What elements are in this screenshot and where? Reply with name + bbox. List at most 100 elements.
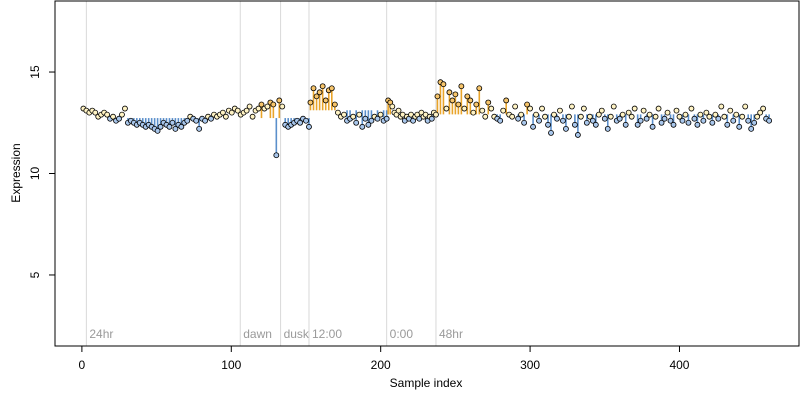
data-point-204 bbox=[664, 109, 671, 116]
data-point-143 bbox=[482, 113, 489, 120]
data-point-234 bbox=[754, 113, 761, 120]
data-point-159 bbox=[530, 123, 536, 130]
data-point-33 bbox=[178, 123, 185, 130]
data-point-195 bbox=[637, 117, 644, 124]
y-tick-label-0: 5 bbox=[28, 271, 42, 278]
data-point-156 bbox=[521, 119, 528, 126]
data-point-50 bbox=[228, 109, 235, 116]
data-point-222 bbox=[718, 103, 725, 110]
data-point-160 bbox=[533, 111, 539, 118]
data-point-225 bbox=[727, 107, 734, 114]
data-point-155 bbox=[518, 111, 525, 118]
data-point-177 bbox=[583, 119, 590, 126]
data-point-64 bbox=[270, 101, 277, 108]
data-point-4 bbox=[92, 109, 99, 116]
y-tick-label-2: 15 bbox=[28, 65, 42, 79]
data-point-158 bbox=[527, 105, 533, 112]
data-point-137 bbox=[464, 93, 471, 100]
y-tick-label-1: 10 bbox=[28, 167, 42, 181]
data-point-231 bbox=[745, 117, 752, 124]
data-point-108 bbox=[395, 107, 402, 114]
data-point-233 bbox=[751, 119, 758, 126]
data-point-153 bbox=[512, 103, 519, 110]
data-point-82 bbox=[322, 97, 329, 104]
data-point-212 bbox=[688, 105, 695, 112]
data-point-12 bbox=[116, 115, 122, 122]
data-point-217 bbox=[703, 109, 710, 116]
data-point-30 bbox=[169, 119, 176, 126]
data-point-235 bbox=[757, 109, 764, 116]
data-point-230 bbox=[742, 103, 749, 110]
data-point-185 bbox=[607, 113, 614, 120]
data-point-194 bbox=[634, 121, 641, 128]
data-point-47 bbox=[219, 109, 226, 116]
data-point-86 bbox=[334, 109, 341, 116]
data-point-169 bbox=[560, 117, 566, 124]
data-point-133 bbox=[452, 91, 459, 98]
data-point-149 bbox=[500, 107, 507, 114]
data-point-77 bbox=[307, 99, 314, 106]
data-point-238 bbox=[766, 117, 773, 124]
data-point-168 bbox=[557, 107, 563, 114]
data-point-226 bbox=[730, 117, 737, 124]
data-point-134 bbox=[455, 101, 462, 108]
data-point-132 bbox=[449, 97, 456, 104]
data-point-73 bbox=[297, 119, 303, 126]
data-point-84 bbox=[328, 85, 335, 92]
data-point-167 bbox=[554, 115, 560, 122]
data-point-198 bbox=[646, 111, 653, 118]
data-point-202 bbox=[658, 119, 665, 126]
data-point-152 bbox=[509, 113, 516, 120]
data-point-96 bbox=[365, 121, 372, 128]
data-point-75 bbox=[303, 117, 309, 124]
data-point-221 bbox=[715, 115, 722, 122]
event-label-4: 0:00 bbox=[390, 327, 414, 341]
data-point-179 bbox=[589, 117, 596, 124]
event-label-5: 48hr bbox=[439, 327, 463, 341]
data-point-174 bbox=[574, 132, 581, 138]
data-point-94 bbox=[359, 123, 366, 130]
data-point-80 bbox=[316, 89, 323, 96]
data-point-166 bbox=[551, 111, 557, 118]
data-point-207 bbox=[673, 107, 680, 114]
x-tick-label-1: 100 bbox=[221, 358, 241, 372]
data-point-173 bbox=[572, 121, 578, 128]
data-point-178 bbox=[586, 113, 593, 120]
data-point-203 bbox=[661, 115, 668, 122]
data-point-8 bbox=[104, 111, 111, 118]
data-point-95 bbox=[362, 115, 369, 122]
data-point-105 bbox=[389, 103, 396, 110]
data-point-224 bbox=[724, 121, 731, 128]
data-point-210 bbox=[682, 111, 689, 118]
data-point-208 bbox=[676, 113, 683, 120]
data-point-126 bbox=[433, 111, 439, 118]
data-point-124 bbox=[428, 115, 435, 122]
data-point-193 bbox=[631, 105, 638, 112]
data-point-39 bbox=[196, 125, 203, 132]
data-point-140 bbox=[473, 101, 480, 108]
data-point-10 bbox=[110, 113, 116, 120]
data-point-190 bbox=[622, 121, 629, 128]
data-point-218 bbox=[706, 113, 713, 120]
x-axis: 0 100 200 300 400 bbox=[79, 345, 690, 372]
event-label-3: 12:00 bbox=[312, 327, 342, 341]
data-point-144 bbox=[485, 99, 492, 106]
event-label-2: dusk bbox=[284, 327, 310, 341]
data-point-62 bbox=[264, 103, 271, 110]
x-tick-label-2: 200 bbox=[371, 358, 391, 372]
data-point-162 bbox=[539, 105, 545, 112]
data-point-219 bbox=[709, 119, 716, 126]
data-point-164 bbox=[545, 121, 551, 128]
data-point-150 bbox=[503, 97, 510, 104]
data-point-191 bbox=[625, 109, 632, 116]
data-point-31 bbox=[172, 125, 179, 132]
data-point-214 bbox=[694, 121, 701, 128]
data-point-229 bbox=[739, 113, 746, 120]
data-point-184 bbox=[604, 125, 611, 132]
data-point-138 bbox=[467, 97, 474, 104]
data-point-227 bbox=[733, 111, 740, 118]
data-point-171 bbox=[566, 113, 572, 120]
data-point-200 bbox=[652, 113, 659, 120]
data-point-130 bbox=[443, 105, 450, 112]
